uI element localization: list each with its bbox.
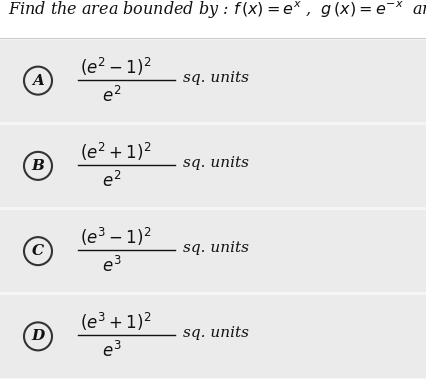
Text: $(e^{3}+1)^{2}$: $(e^{3}+1)^{2}$: [80, 311, 151, 334]
Text: A: A: [32, 74, 44, 88]
Circle shape: [24, 152, 52, 180]
Text: B: B: [32, 159, 44, 173]
FancyBboxPatch shape: [0, 39, 426, 122]
Text: sq. units: sq. units: [183, 156, 249, 170]
FancyBboxPatch shape: [0, 210, 426, 292]
Text: $e^{3}$: $e^{3}$: [102, 256, 121, 276]
Text: $e^{3}$: $e^{3}$: [102, 341, 121, 362]
Circle shape: [24, 323, 52, 350]
Text: $e^{2}$: $e^{2}$: [102, 171, 121, 191]
Text: C: C: [32, 244, 44, 258]
Text: D: D: [32, 329, 45, 343]
Text: $e^{2}$: $e^{2}$: [102, 86, 121, 106]
Text: sq. units: sq. units: [183, 326, 249, 340]
FancyBboxPatch shape: [0, 0, 426, 38]
Text: $(e^{2}+1)^{2}$: $(e^{2}+1)^{2}$: [80, 141, 151, 163]
Text: sq. units: sq. units: [183, 70, 249, 85]
Circle shape: [24, 237, 52, 265]
Text: sq. units: sq. units: [183, 241, 249, 255]
Circle shape: [24, 67, 52, 95]
FancyBboxPatch shape: [0, 125, 426, 207]
Text: $(e^{3}-1)^{2}$: $(e^{3}-1)^{2}$: [80, 226, 151, 248]
Text: Find the area bounded by : $f\,(x) =e^{x}$ ,  $g\,(x) =e^{-x}$  and  $x=3$.: Find the area bounded by : $f\,(x) =e^{x…: [8, 0, 426, 20]
FancyBboxPatch shape: [0, 295, 426, 377]
Text: $(e^{2}-1)^{2}$: $(e^{2}-1)^{2}$: [80, 56, 151, 78]
